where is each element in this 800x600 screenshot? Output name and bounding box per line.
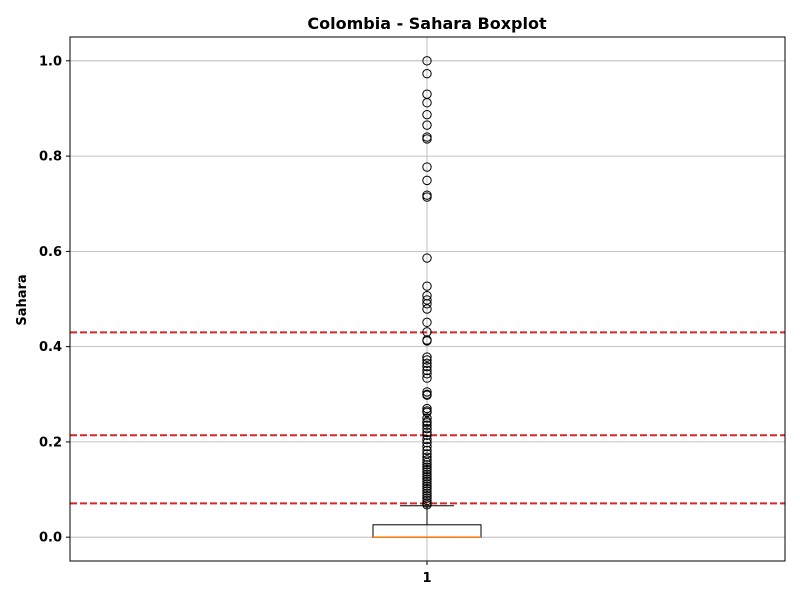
outlier-point	[422, 98, 432, 108]
outlier-point	[422, 481, 432, 491]
outlier-point	[422, 469, 432, 480]
outlier-point	[422, 390, 432, 400]
y-tick-label: 0.4	[39, 340, 62, 355]
outlier-point	[422, 365, 432, 376]
outlier-point	[422, 68, 432, 79]
outlier-point	[422, 464, 432, 475]
outlier-point	[422, 162, 432, 172]
y-axis-label: Sahara	[15, 274, 30, 325]
outlier-point	[422, 304, 432, 314]
outlier-point	[422, 486, 432, 496]
y-tick-label: 0.2	[39, 435, 62, 450]
outlier-point	[422, 445, 432, 456]
outlier-point	[422, 352, 432, 362]
x-tick-label: 1	[422, 571, 431, 586]
outlier-point	[422, 462, 432, 472]
outlier-point	[422, 403, 432, 414]
outlier-point	[422, 438, 432, 448]
outlier-point	[422, 418, 432, 428]
y-tick-label: 0.8	[39, 150, 62, 165]
outlier-point	[422, 295, 432, 305]
outlier-point	[422, 253, 432, 263]
outlier-point	[422, 355, 432, 365]
outlier-point	[422, 430, 432, 440]
y-tick-label: 0.0	[39, 531, 62, 546]
outlier-point	[422, 495, 432, 506]
outlier-point	[422, 491, 432, 501]
outlier-point	[422, 427, 432, 438]
y-tick-label: 0.6	[39, 245, 62, 260]
outlier-point	[422, 134, 432, 144]
outlier-point	[422, 460, 432, 470]
reference-lines	[70, 331, 785, 505]
outlier-point	[422, 317, 432, 328]
outlier-point	[422, 474, 432, 484]
outlier-point	[422, 488, 432, 499]
outlier-point	[422, 407, 432, 418]
outlier-point	[422, 413, 432, 423]
outlier-point	[422, 336, 432, 346]
outlier-point	[422, 387, 432, 397]
outlier-point	[422, 471, 432, 482]
outlier-point	[422, 369, 432, 379]
outlier-point	[422, 192, 432, 202]
outlier-point	[422, 361, 432, 372]
box-layer	[372, 505, 482, 538]
outlier-point	[422, 500, 432, 510]
outlier-point	[422, 434, 432, 445]
tick-layer: 0.0 0.2 0.4 0.6 0.8 1.0 1	[39, 54, 432, 586]
outlier-point	[422, 457, 432, 468]
outlier-point	[422, 479, 432, 489]
outlier-point	[422, 455, 432, 465]
outlier-point	[422, 476, 432, 487]
outlier-layer	[422, 56, 432, 510]
chart-title: Colombia - Sahara Boxplot	[307, 14, 547, 33]
outlier-point	[422, 120, 432, 130]
y-tick-label: 1.0	[39, 54, 62, 69]
outlier-point	[422, 493, 432, 503]
outlier-point	[422, 175, 432, 186]
outlier-point	[422, 423, 432, 434]
grid-layer	[70, 37, 785, 561]
outlier-point	[422, 109, 432, 120]
outlier-point	[422, 56, 432, 66]
outlier-point	[422, 483, 432, 494]
outlier-point	[422, 452, 432, 462]
outlier-point	[422, 299, 432, 309]
outlier-point	[422, 358, 432, 369]
outlier-point	[422, 373, 432, 383]
outlier-point	[422, 467, 432, 477]
outlier-point	[422, 281, 432, 291]
outlier-point	[422, 420, 432, 430]
outlier-point	[422, 441, 432, 452]
